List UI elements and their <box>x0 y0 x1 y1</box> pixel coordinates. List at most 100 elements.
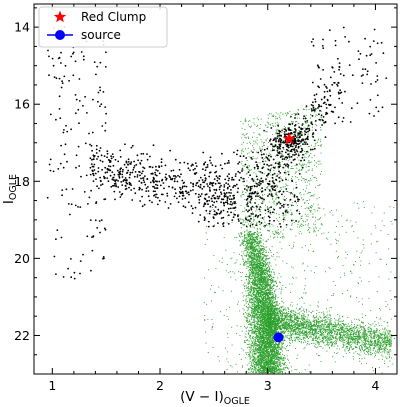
black-star-point <box>106 156 108 159</box>
black-star-point <box>70 203 73 206</box>
black-star-point <box>112 164 115 167</box>
black-star-point <box>250 217 252 220</box>
black-star-point <box>216 177 219 179</box>
green-star-point <box>258 252 260 254</box>
black-star-point <box>64 64 67 67</box>
black-star-point <box>300 147 303 150</box>
black-star-point <box>97 100 99 103</box>
green-star-point <box>254 345 256 347</box>
green-star-point <box>272 256 274 258</box>
black-star-point <box>232 178 235 181</box>
black-star-point <box>129 182 132 185</box>
black-star-point <box>219 211 222 214</box>
black-star-point <box>161 178 164 181</box>
black-star-point <box>213 188 216 191</box>
black-star-point <box>293 154 296 156</box>
green-star-point <box>269 268 271 271</box>
black-star-point <box>223 192 226 195</box>
black-star-point <box>277 139 280 142</box>
black-star-point <box>268 219 271 222</box>
green-star-point <box>257 286 259 288</box>
black-star-point <box>268 222 271 225</box>
green-star-point <box>287 350 289 352</box>
black-star-point <box>188 193 190 196</box>
black-star-point <box>337 91 340 94</box>
black-star-point <box>147 190 150 192</box>
black-star-point <box>181 185 184 188</box>
black-star-point <box>255 205 258 208</box>
black-star-point <box>113 173 116 176</box>
black-star-point <box>259 180 261 182</box>
black-star-point <box>215 189 218 192</box>
black-star-point <box>376 79 379 81</box>
green-star-point <box>264 360 266 362</box>
black-star-point <box>171 186 174 189</box>
black-star-point <box>104 171 107 174</box>
green-star-point <box>247 314 249 317</box>
black-star-point <box>212 216 215 219</box>
black-star-point <box>93 61 96 63</box>
black-star-point <box>227 160 230 162</box>
green-star-point <box>272 269 274 271</box>
black-star-point <box>106 171 109 174</box>
black-star-point <box>297 132 300 135</box>
black-star-point <box>210 197 213 200</box>
black-star-point <box>285 133 288 136</box>
black-star-point <box>121 176 124 178</box>
black-star-point <box>288 141 291 144</box>
black-star-point <box>224 162 226 165</box>
black-star-point <box>323 121 325 124</box>
black-star-point <box>211 164 214 167</box>
black-star-point <box>279 144 281 147</box>
black-star-point <box>123 178 126 181</box>
black-star-point <box>330 110 333 113</box>
black-star-point <box>287 165 289 168</box>
black-star-point <box>300 134 303 137</box>
black-star-point <box>104 228 107 231</box>
black-star-point <box>271 180 274 183</box>
black-star-point <box>102 256 105 258</box>
black-star-point <box>226 202 229 205</box>
black-star-point <box>301 149 304 152</box>
black-star-point <box>228 173 230 176</box>
green-star-point <box>234 237 236 239</box>
black-star-point <box>101 183 104 186</box>
green-star-point <box>287 344 289 346</box>
black-star-point <box>202 181 205 184</box>
black-star-point <box>362 74 364 76</box>
black-star-point <box>220 191 222 194</box>
green-star-point <box>268 363 270 365</box>
black-star-point <box>93 155 95 158</box>
black-star-point <box>169 178 172 180</box>
black-star-point <box>103 198 106 201</box>
black-star-point <box>134 192 137 195</box>
black-star-point <box>184 206 187 209</box>
black-star-point <box>204 179 207 182</box>
green-star-point <box>254 312 256 314</box>
black-star-point <box>176 197 178 200</box>
black-star-point <box>70 55 73 58</box>
black-star-point <box>289 198 292 201</box>
black-star-point <box>208 199 211 202</box>
black-star-point <box>250 208 253 211</box>
black-star-point <box>278 137 281 140</box>
black-star-point <box>167 207 170 209</box>
black-star-point <box>91 165 94 168</box>
green-star-point <box>248 313 250 315</box>
black-star-point <box>169 149 172 152</box>
black-star-point <box>106 168 109 171</box>
black-star-point <box>97 167 100 169</box>
black-star-point <box>69 213 71 216</box>
green-star-point <box>254 370 256 372</box>
black-star-point <box>266 163 269 166</box>
black-star-point <box>199 183 202 186</box>
black-star-point <box>160 161 163 164</box>
black-star-point <box>204 169 207 172</box>
black-star-point <box>127 169 130 172</box>
black-star-point <box>273 208 276 211</box>
black-star-point <box>87 203 89 205</box>
green-star-point <box>274 341 276 344</box>
green-star-point <box>284 356 286 358</box>
black-star-point <box>198 201 201 204</box>
black-star-point <box>180 173 182 176</box>
